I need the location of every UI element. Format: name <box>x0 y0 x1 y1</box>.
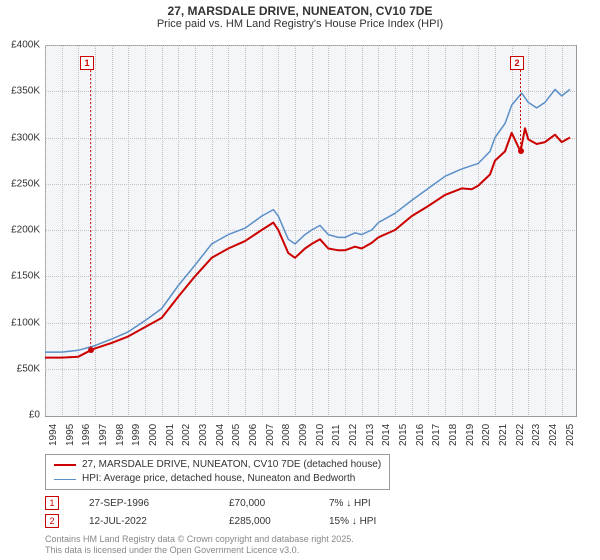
sale-pct-2: 15% ↓ HPI <box>329 516 429 527</box>
x-tick-label: 2021 <box>498 424 509 446</box>
plot-area: 12 <box>45 45 575 415</box>
chart-lines <box>45 45 575 415</box>
table-row: 1 27-SEP-1996 £70,000 7% ↓ HPI <box>45 494 429 512</box>
x-tick-label: 2005 <box>231 424 242 446</box>
footer-line2: This data is licensed under the Open Gov… <box>45 545 354 556</box>
x-tick-label: 2016 <box>415 424 426 446</box>
x-tick-label: 2001 <box>165 424 176 446</box>
y-tick-label: £200K <box>11 225 40 236</box>
x-tick-label: 2009 <box>298 424 309 446</box>
x-tick-label: 2003 <box>198 424 209 446</box>
sale-marker-1: 1 <box>45 496 59 510</box>
sale-date-2: 12-JUL-2022 <box>89 516 229 527</box>
x-tick-label: 1999 <box>131 424 142 446</box>
x-tick-label: 2002 <box>181 424 192 446</box>
y-tick-label: £50K <box>17 363 40 374</box>
chart-title: 27, MARSDALE DRIVE, NUNEATON, CV10 7DE <box>0 4 600 18</box>
title-block: 27, MARSDALE DRIVE, NUNEATON, CV10 7DE P… <box>0 0 600 30</box>
y-tick-label: £150K <box>11 271 40 282</box>
footer: Contains HM Land Registry data © Crown c… <box>45 534 354 556</box>
x-tick-label: 2024 <box>548 424 559 446</box>
x-tick-label: 1995 <box>65 424 76 446</box>
sales-table: 1 27-SEP-1996 £70,000 7% ↓ HPI 2 12-JUL-… <box>45 494 429 530</box>
x-tick-label: 2023 <box>531 424 542 446</box>
x-tick-label: 2025 <box>565 424 576 446</box>
legend-item-hpi: HPI: Average price, detached house, Nune… <box>54 472 381 486</box>
legend: 27, MARSDALE DRIVE, NUNEATON, CV10 7DE (… <box>45 454 390 490</box>
x-tick-label: 2017 <box>431 424 442 446</box>
y-axis: £0£50K£100K£150K£200K£250K£300K£350K£400… <box>0 45 43 415</box>
sale-date-1: 27-SEP-1996 <box>89 498 229 509</box>
x-tick-label: 2004 <box>215 424 226 446</box>
legend-swatch-property <box>54 464 76 466</box>
y-tick-label: £350K <box>11 86 40 97</box>
x-axis: 1994 1995 1996 1997 1998 1999 2000 2001 2002 2003… <box>45 418 575 458</box>
marker-box-1: 1 <box>80 56 94 70</box>
chart-container: 27, MARSDALE DRIVE, NUNEATON, CV10 7DE P… <box>0 0 600 560</box>
sale-price-1: £70,000 <box>229 498 329 509</box>
x-tick-label: 2022 <box>515 424 526 446</box>
y-tick-label: £100K <box>11 317 40 328</box>
y-tick-label: £400K <box>11 40 40 51</box>
x-tick-label: 2015 <box>398 424 409 446</box>
x-tick-label: 2012 <box>348 424 359 446</box>
x-tick-label: 1998 <box>115 424 126 446</box>
x-tick-label: 2006 <box>248 424 259 446</box>
x-tick-label: 2013 <box>365 424 376 446</box>
x-tick-label: 2019 <box>465 424 476 446</box>
x-tick-label: 2014 <box>381 424 392 446</box>
x-tick-label: 2008 <box>281 424 292 446</box>
legend-label-property: 27, MARSDALE DRIVE, NUNEATON, CV10 7DE (… <box>82 458 381 472</box>
sale-pct-1: 7% ↓ HPI <box>329 498 429 509</box>
marker-dot-2 <box>518 148 524 154</box>
legend-label-hpi: HPI: Average price, detached house, Nune… <box>82 472 355 486</box>
legend-item-property: 27, MARSDALE DRIVE, NUNEATON, CV10 7DE (… <box>54 458 381 472</box>
series-line-hpi <box>45 89 570 352</box>
x-tick-label: 1994 <box>48 424 59 446</box>
y-tick-label: £250K <box>11 178 40 189</box>
sale-price-2: £285,000 <box>229 516 329 527</box>
marker-box-2: 2 <box>510 56 524 70</box>
x-tick-label: 1997 <box>98 424 109 446</box>
legend-swatch-hpi <box>54 479 76 480</box>
x-tick-label: 2000 <box>148 424 159 446</box>
y-tick-label: £300K <box>11 132 40 143</box>
footer-line1: Contains HM Land Registry data © Crown c… <box>45 534 354 545</box>
chart-subtitle: Price paid vs. HM Land Registry's House … <box>0 18 600 30</box>
marker-dot-1 <box>88 347 94 353</box>
x-tick-label: 1996 <box>81 424 92 446</box>
x-tick-label: 2018 <box>448 424 459 446</box>
y-tick-label: £0 <box>29 410 40 421</box>
x-tick-label: 2011 <box>331 424 342 446</box>
series-line-property_price <box>45 128 570 357</box>
x-tick-label: 2007 <box>265 424 276 446</box>
table-row: 2 12-JUL-2022 £285,000 15% ↓ HPI <box>45 512 429 530</box>
x-tick-label: 2010 <box>315 424 326 446</box>
sale-marker-2: 2 <box>45 514 59 528</box>
x-tick-label: 2020 <box>481 424 492 446</box>
